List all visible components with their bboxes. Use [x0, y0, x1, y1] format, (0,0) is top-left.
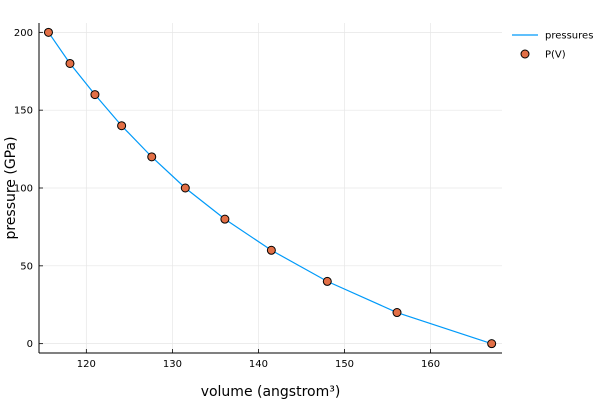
plot-area	[43, 27, 497, 349]
y-axis-label: pressure (GPa)	[3, 136, 19, 239]
y-tick-label: 150	[14, 106, 33, 117]
y-tick-label: 0	[27, 339, 33, 350]
y-tick-label: 50	[20, 261, 33, 272]
x-tick-label: 140	[249, 359, 268, 370]
data-point	[117, 121, 127, 131]
legend-label-pressures: pressures	[545, 31, 593, 42]
legend-label-pv: P(V)	[545, 50, 566, 61]
legend-marker-swatch	[520, 49, 530, 59]
data-point	[266, 245, 276, 255]
y-tick-label: 100	[14, 184, 33, 195]
ticks: 120 130 140 150 160 0 50 100 150 200	[14, 28, 440, 370]
grid	[39, 23, 502, 353]
data-point	[220, 214, 230, 224]
data-point	[487, 339, 497, 349]
x-axis-label: volume (angstrom³)	[201, 384, 341, 400]
data-point	[90, 90, 100, 100]
data-point	[392, 308, 402, 318]
data-point	[322, 276, 332, 286]
x-tick-label: 150	[335, 359, 354, 370]
data-point	[65, 58, 75, 68]
data-point	[180, 183, 190, 193]
data-point	[147, 152, 157, 162]
x-tick-label: 120	[77, 359, 96, 370]
legend: pressures P(V)	[512, 31, 593, 61]
y-tick-label: 200	[14, 28, 33, 39]
x-tick-label: 130	[163, 359, 182, 370]
x-tick-label: 160	[421, 359, 440, 370]
data-point	[43, 27, 53, 37]
